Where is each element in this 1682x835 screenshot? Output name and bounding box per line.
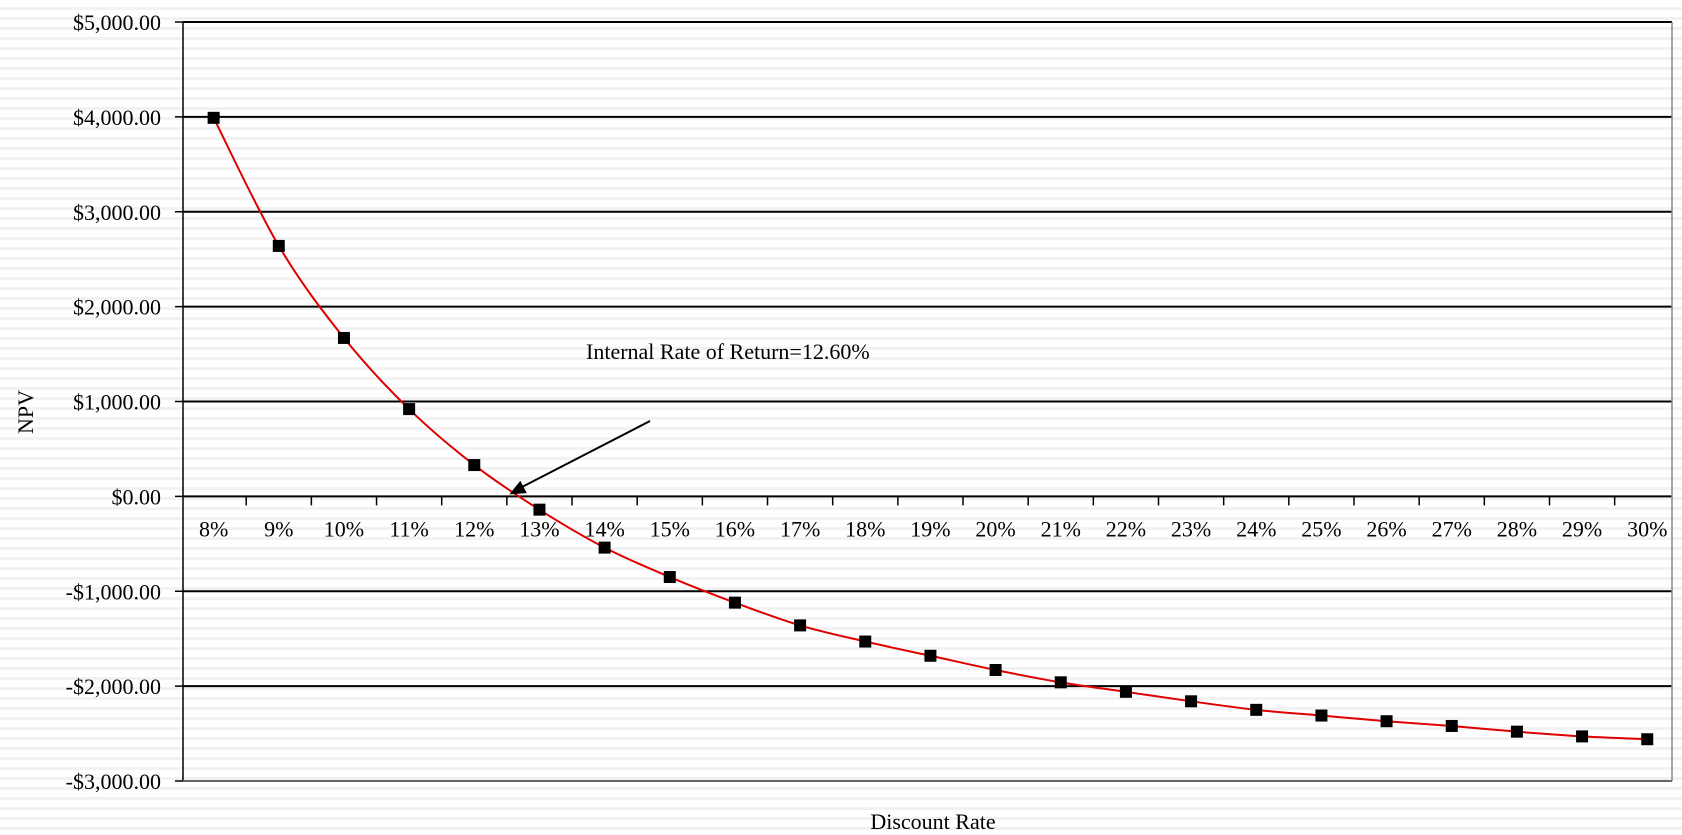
data-point-marker [1185,695,1198,708]
data-point-marker [989,663,1002,676]
data-point-marker [207,111,220,124]
x-tick-label: 25% [1301,516,1341,541]
data-point-marker [403,403,416,416]
x-tick-label: 20% [975,516,1015,541]
x-tick-label: 19% [910,516,950,541]
y-axis-title: NPV [13,390,38,434]
x-tick-label: 27% [1432,516,1472,541]
x-tick-label: 26% [1366,516,1406,541]
y-tick-label: $3,000.00 [73,200,161,225]
axes [175,21,1673,782]
x-tick-label: 17% [780,516,820,541]
x-tick-label: 11% [389,516,429,541]
axis-labels: $5,000.00 $4,000.00 $3,000.00 $2,000.00 $1,0… [13,10,1667,834]
y-tick-label: -$3,000.00 [66,769,161,794]
x-tick-label: 30% [1627,516,1667,541]
data-point-marker [1445,719,1458,732]
y-tick-label: $2,000.00 [73,295,161,320]
x-tick-label: 12% [454,516,494,541]
x-tick-label: 18% [845,516,885,541]
data-point-marker [272,239,285,252]
data-point-marker [794,619,807,632]
x-tick-label: 9% [264,516,293,541]
x-tick-label: 21% [1041,516,1081,541]
data-point-marker [468,459,481,472]
data-point-marker [663,571,676,584]
data-point-marker [1576,730,1589,743]
x-tick-label: 22% [1106,516,1146,541]
y-tick-label: $4,000.00 [73,105,161,130]
x-tick-label: 28% [1497,516,1537,541]
y-tick-label: $1,000.00 [73,390,161,415]
data-point-marker [1315,709,1328,722]
x-axis-title: Discount Rate [870,809,995,834]
x-tick-label: 16% [715,516,755,541]
x-tick-label: 15% [650,516,690,541]
x-tick-label: 23% [1171,516,1211,541]
irr-arrow-head [509,480,527,495]
data-point-marker [1250,703,1263,716]
x-tick-label: 8% [199,516,228,541]
irr-annotation-text: Internal Rate of Return=12.60% [586,339,870,364]
data-point-marker [337,331,350,344]
x-tick-label: 24% [1236,516,1276,541]
data-point-marker [1119,685,1132,698]
irr-annotation: Internal Rate of Return=12.60% [509,339,870,495]
series-npv [207,111,1654,746]
data-point-marker [1641,733,1654,746]
data-point-marker [1380,715,1393,728]
data-point-marker [533,503,546,516]
y-tick-label: $0.00 [112,484,162,509]
data-point-marker [1054,676,1067,689]
data-point-marker [859,635,872,648]
npv-line [212,117,1648,741]
x-tick-label: 29% [1562,516,1602,541]
data-point-marker [598,541,611,554]
x-tick-label: 14% [584,516,624,541]
data-point-marker [924,649,937,662]
y-tick-label: -$1,000.00 [66,579,161,604]
irr-arrow-line [516,420,651,491]
y-tick-label: -$2,000.00 [66,674,161,699]
gridlines [183,21,1672,782]
data-point-marker [728,596,741,609]
x-tick-label: 10% [324,516,364,541]
x-tick-label: 13% [519,516,559,541]
data-point-marker [1510,725,1523,738]
y-tick-label: $5,000.00 [73,10,161,35]
